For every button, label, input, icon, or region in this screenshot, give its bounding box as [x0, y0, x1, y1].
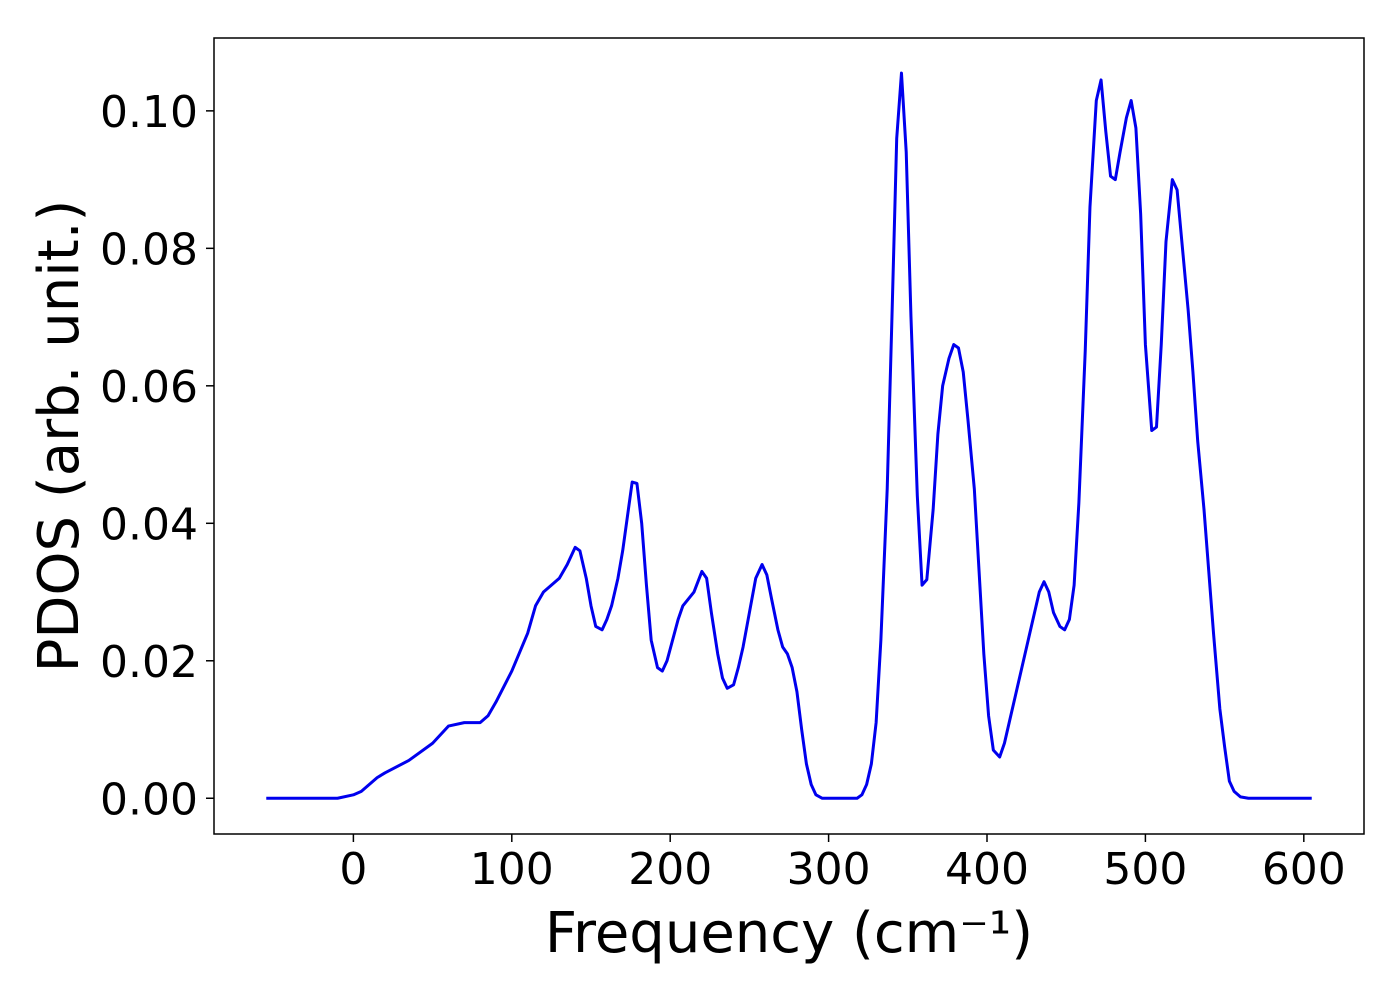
y-tick-label: 0.06	[100, 362, 198, 413]
plot-frame	[213, 37, 1365, 835]
x-tick-label: 100	[470, 844, 554, 895]
y-tick-label: 0.04	[100, 499, 198, 550]
x-tick-label: 200	[628, 844, 712, 895]
line-series	[266, 71, 1312, 800]
x-tick-label: 300	[787, 844, 871, 895]
y-tick-label: 0.08	[100, 224, 198, 275]
y-tick-label: 0.00	[100, 774, 198, 825]
x-tick-label: 0	[339, 844, 367, 895]
x-tick-label: 600	[1262, 844, 1346, 895]
x-tick-label: 400	[945, 844, 1029, 895]
x-tick-label: 500	[1103, 844, 1187, 895]
y-axis-label: PDOS (arb. unit.)	[27, 200, 92, 673]
y-tick-label: 0.02	[100, 637, 198, 688]
y-tick-label: 0.10	[100, 87, 198, 138]
x-axis-label: Frequency (cm⁻¹)	[545, 901, 1033, 966]
